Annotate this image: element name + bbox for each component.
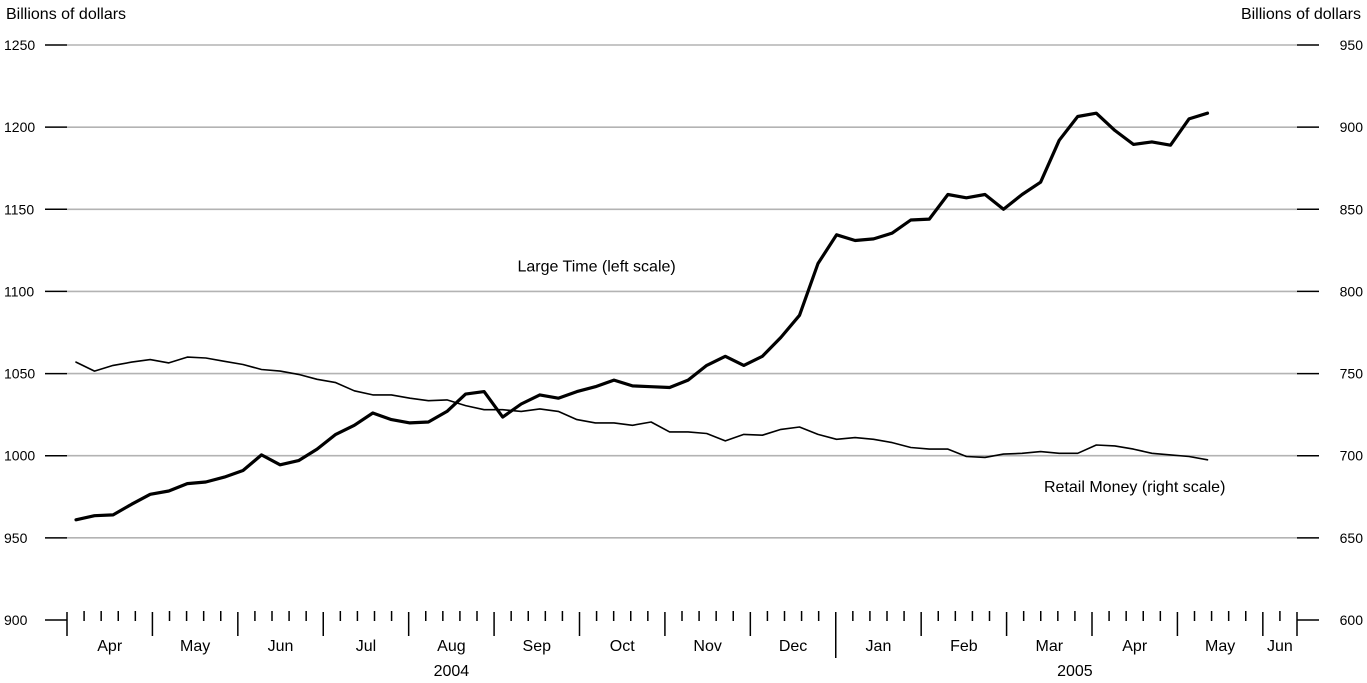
month-label: Aug: [437, 638, 465, 655]
left-axis-unit-label: Billions of dollars: [6, 6, 127, 23]
month-label: Nov: [693, 638, 721, 655]
left-y-tick-label: 900: [4, 612, 28, 628]
right-y-tick-label: 600: [1340, 612, 1364, 628]
series-label: Retail Money (right scale): [1044, 479, 1225, 496]
month-label: Jun: [268, 638, 294, 655]
left-y-tick-label: 1150: [4, 201, 34, 217]
right-axis-unit-label: Billions of dollars: [1240, 6, 1361, 23]
left-y-tick-label: 1100: [4, 283, 34, 299]
right-y-tick-label: 650: [1340, 530, 1364, 546]
month-label: Feb: [950, 638, 978, 655]
month-label: Dec: [779, 638, 807, 655]
month-label: Jan: [866, 638, 892, 655]
left-y-tick-label: 950: [4, 530, 28, 546]
right-y-tick-label: 900: [1340, 119, 1364, 135]
month-label: May: [180, 638, 210, 655]
month-label: Apr: [97, 638, 123, 655]
left-y-tick-label: 1200: [4, 119, 35, 135]
right-y-tick-label: 750: [1340, 366, 1364, 382]
series-line-large: [74, 111, 1210, 522]
left-y-tick-label: 1050: [4, 366, 35, 382]
left-y-tick-label: 1250: [4, 37, 35, 53]
right-y-tick-label: 800: [1340, 283, 1364, 299]
year-label: 2005: [1057, 663, 1093, 680]
right-y-tick-label: 950: [1340, 37, 1364, 53]
right-y-tick-label: 850: [1340, 201, 1364, 217]
month-label: Apr: [1122, 638, 1148, 655]
right-y-tick-label: 700: [1340, 448, 1364, 464]
month-label: Oct: [610, 638, 635, 655]
month-label: Mar: [1036, 638, 1064, 655]
series-line-retail: [75, 356, 1209, 461]
year-label: 2004: [434, 663, 470, 680]
series-label: Large Time (left scale): [517, 259, 675, 276]
month-label: Jun: [1267, 638, 1293, 655]
month-label: Sep: [523, 638, 552, 655]
month-label: May: [1205, 638, 1235, 655]
month-label: Jul: [356, 638, 376, 655]
left-y-tick-label: 1000: [4, 448, 35, 464]
